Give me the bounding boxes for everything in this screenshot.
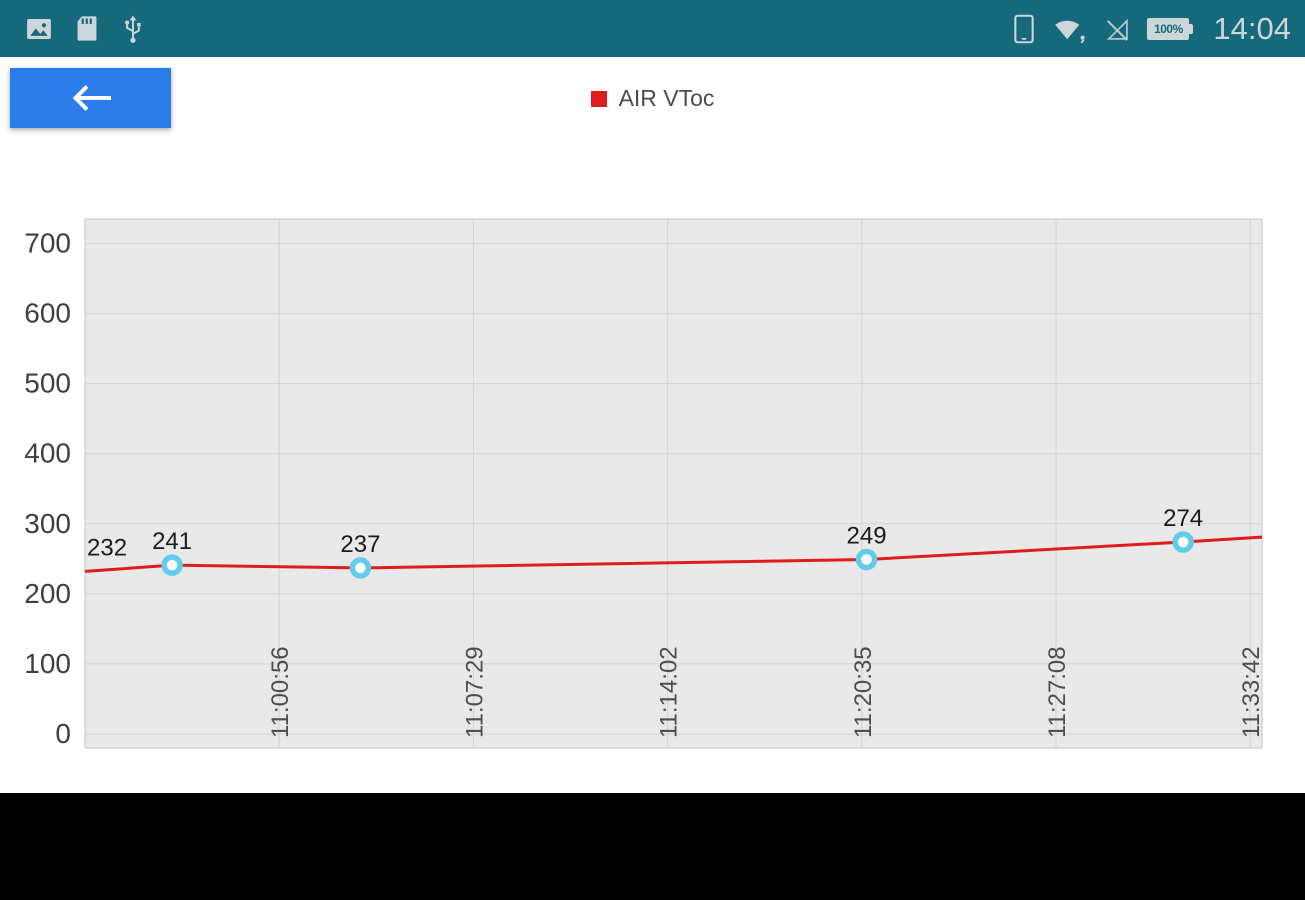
legend-series-label: AIR VToc [618,85,715,111]
tablet-icon [1013,14,1035,44]
wifi-icon [1051,14,1087,44]
status-time: 14:04 [1213,10,1291,46]
y-tick-label: 600 [24,298,71,329]
data-point-label: 274 [1163,505,1203,532]
x-tick-label: 11:00:56 [267,646,294,738]
data-point-label: 237 [340,531,380,558]
no-signal-icon [1103,15,1131,43]
y-tick-label: 100 [24,648,71,679]
status-bar: 100% 14:04 [0,0,1305,57]
y-tick-label: 400 [24,438,71,469]
y-tick-label: 200 [24,578,71,609]
data-point-label: 249 [847,523,887,550]
status-bar-left [14,14,146,44]
x-tick-label: 11:33:42 [1238,646,1265,738]
series-line [84,535,1263,573]
legend-color-swatch [590,90,607,107]
data-point-marker[interactable] [1172,531,1194,553]
battery-percentage: 100% [1154,21,1183,36]
data-point-marker[interactable] [161,554,183,576]
x-tick-label: 11:14:02 [656,646,683,738]
line-chart[interactable]: 0 100 200 300 400 500 600 700 11:00:56 11:07:29 11… [0,212,1305,772]
data-point-label: 232 [87,534,127,561]
x-tick-label: 11:20:35 [850,646,877,738]
y-tick-label: 300 [24,508,71,539]
storage-card-icon [76,15,98,42]
plot-area [85,219,1262,748]
chart-page: AIR VToc 0 100 200 300 400 500 600 700 11:00:56 1… [0,57,1305,793]
y-tick-label: 700 [24,228,71,259]
data-point-marker[interactable] [855,548,878,571]
battery-icon: 100% [1147,17,1194,40]
data-point-label: 241 [152,528,192,555]
back-button[interactable] [10,68,171,128]
y-tick-label: 0 [55,718,71,749]
status-bar-right: 100% 14:04 [1013,11,1291,47]
x-tick-label: 11:07:29 [461,646,488,738]
y-tick-label: 500 [24,368,71,399]
plot-border [84,218,1263,749]
data-point-marker[interactable] [349,557,372,579]
navigation-bar-area [0,793,1305,900]
gallery-icon [24,14,54,44]
back-arrow-icon [72,85,111,111]
usb-icon [120,14,146,44]
chart-legend: AIR VToc [0,85,1305,112]
x-tick-label: 11:27:08 [1044,646,1071,738]
